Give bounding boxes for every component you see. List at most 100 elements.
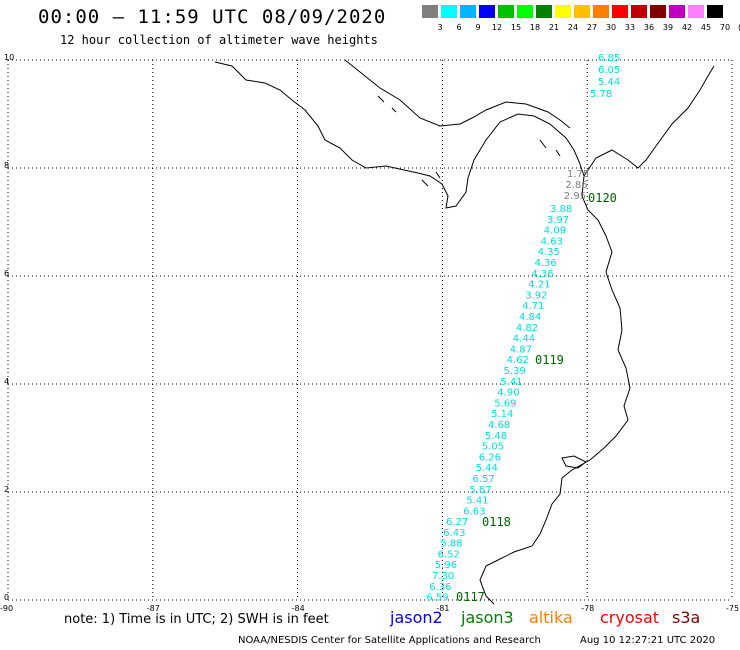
pass-number-label: 0120 bbox=[588, 191, 617, 205]
satellite-legend-s3a: s3a bbox=[672, 608, 701, 627]
colorbar-swatch bbox=[650, 5, 666, 18]
colorbar-swatch bbox=[555, 5, 571, 18]
wave-height-value: 5.41 bbox=[466, 496, 488, 507]
colorbar-label: 27 bbox=[586, 23, 598, 32]
colorbar-swatch bbox=[460, 5, 476, 18]
wave-height-value: 4.71 bbox=[522, 301, 544, 312]
wave-height-value: 6.43 bbox=[443, 528, 465, 539]
timestamp-text: Aug 10 12:27:21 UTC 2020 bbox=[580, 635, 716, 646]
wave-height-value: 5.44 bbox=[476, 463, 498, 474]
wave-height-value: 6.59 bbox=[426, 593, 448, 604]
colorbar-label: (ft) bbox=[734, 23, 740, 32]
pass-number-label: 0119 bbox=[535, 353, 564, 367]
colorbar-label: 30 bbox=[605, 23, 617, 32]
wave-height-value: 3.88 bbox=[550, 204, 572, 215]
colorbar-swatch bbox=[517, 5, 533, 18]
colorbar-label: 21 bbox=[548, 23, 560, 32]
x-tick-label: -78 bbox=[581, 604, 594, 613]
coastline-north bbox=[214, 61, 585, 209]
satellite-legend-jason2: jason2 bbox=[390, 608, 443, 627]
colorbar-swatch bbox=[631, 5, 647, 18]
chart-subtitle: 12 hour collection of altimeter wave hei… bbox=[60, 33, 378, 47]
wave-height-value: 6.27 bbox=[446, 517, 468, 528]
wave-height-value: 3.92 bbox=[525, 290, 547, 301]
wave-height-value: 5.96 bbox=[435, 560, 457, 571]
wave-height-value: 4.09 bbox=[544, 226, 566, 237]
y-tick-label: 0 bbox=[4, 593, 9, 602]
y-tick-label: 2 bbox=[4, 485, 9, 494]
coastline-inlet bbox=[561, 455, 587, 469]
colorbar-label: 24 bbox=[567, 23, 579, 32]
y-tick-label: 4 bbox=[4, 377, 9, 386]
colorbar-label: 36 bbox=[643, 23, 655, 32]
wave-height-value: 5.39 bbox=[504, 366, 526, 377]
satellite-legend-altika: altika bbox=[529, 608, 573, 627]
wave-height-value: 5.05 bbox=[482, 442, 504, 453]
colorbar-swatch bbox=[688, 5, 704, 18]
wave-height-value: 5.69 bbox=[494, 398, 516, 409]
wave-height-value: 5.41 bbox=[500, 377, 522, 388]
y-tick-label: 6 bbox=[4, 269, 9, 278]
wave-height-value: 5.88 bbox=[440, 539, 462, 550]
colorbar-swatch bbox=[669, 5, 685, 18]
colorbar-swatch bbox=[536, 5, 552, 18]
wave-height-value: 4.87 bbox=[510, 344, 532, 355]
wave-height-value: 5.44 bbox=[598, 77, 620, 88]
coastline-east-upper bbox=[583, 65, 715, 177]
wave-height-value: 1.75 bbox=[567, 169, 589, 180]
colorbar-swatch bbox=[574, 5, 590, 18]
wave-height-value: 4.62 bbox=[507, 355, 529, 366]
wave-height-value: 5.67 bbox=[469, 485, 491, 496]
wave-height-value: 4.36 bbox=[535, 258, 557, 269]
wave-height-value: 6.63 bbox=[463, 506, 485, 517]
colorbar-swatch bbox=[498, 5, 514, 18]
wave-height-value: 4.68 bbox=[488, 420, 510, 431]
credit-text: NOAA/NESDIS Center for Satellite Applica… bbox=[238, 635, 541, 646]
colorbar-label: 18 bbox=[529, 23, 541, 32]
wave-height-value: 4.90 bbox=[497, 388, 519, 399]
wave-height-value: 4.82 bbox=[516, 323, 538, 334]
x-tick-label: -87 bbox=[147, 604, 160, 613]
chart-title: 00:00 – 11:59 UTC 08/09/2020 bbox=[38, 6, 387, 28]
pass-number-label: 0118 bbox=[482, 515, 511, 529]
coastline bbox=[214, 59, 715, 605]
colorbar-label: 45 bbox=[700, 23, 712, 32]
coastline-caribbean-top bbox=[344, 59, 571, 129]
colorbar-label: 39 bbox=[662, 23, 674, 32]
wave-height-value: 3.97 bbox=[547, 215, 569, 226]
colorbar-label: 70 bbox=[719, 23, 731, 32]
wave-height-value: 4.35 bbox=[538, 247, 560, 258]
colorbar-label: 15 bbox=[510, 23, 522, 32]
wave-height-value: 6.85 bbox=[598, 53, 620, 64]
colorbar-swatch bbox=[441, 5, 457, 18]
wave-height-value: 7.30 bbox=[432, 571, 454, 582]
colorbar-label: 33 bbox=[624, 23, 636, 32]
wave-height-value: 4.21 bbox=[528, 280, 550, 291]
wave-height-value: 6.52 bbox=[438, 549, 460, 560]
satellite-legend-jason3: jason3 bbox=[461, 608, 514, 627]
colorbar-swatch bbox=[479, 5, 495, 18]
wave-height-value: 6.05 bbox=[598, 65, 620, 76]
wave-height-value: 2.95 bbox=[564, 191, 586, 202]
x-tick-label: -75 bbox=[726, 604, 739, 613]
colorbar-swatch bbox=[593, 5, 609, 18]
colorbar-label: 9 bbox=[475, 23, 481, 32]
wave-height-value: 5.48 bbox=[485, 431, 507, 442]
wave-height-value: 6.26 bbox=[479, 452, 501, 463]
y-tick-label: 10 bbox=[4, 53, 14, 62]
colorbar-label: 3 bbox=[437, 23, 443, 32]
colorbar-swatch bbox=[422, 5, 438, 18]
note-text: note: 1) Time is in UTC; 2) SWH is in fe… bbox=[64, 612, 329, 627]
coastline-south-america bbox=[479, 175, 631, 605]
x-tick-label: -81 bbox=[436, 604, 449, 613]
colorbar-label: 12 bbox=[491, 23, 503, 32]
wave-height-value: 5.14 bbox=[491, 409, 513, 420]
colorbar-swatch bbox=[612, 5, 628, 18]
x-tick-label: -84 bbox=[292, 604, 305, 613]
wave-height-value: 6.57 bbox=[473, 474, 495, 485]
wave-height-value: 4.63 bbox=[541, 236, 563, 247]
lat-lon-grid bbox=[7, 59, 733, 601]
wave-height-value: 4.44 bbox=[513, 334, 535, 345]
pass-number-label: 0117 bbox=[456, 590, 485, 604]
